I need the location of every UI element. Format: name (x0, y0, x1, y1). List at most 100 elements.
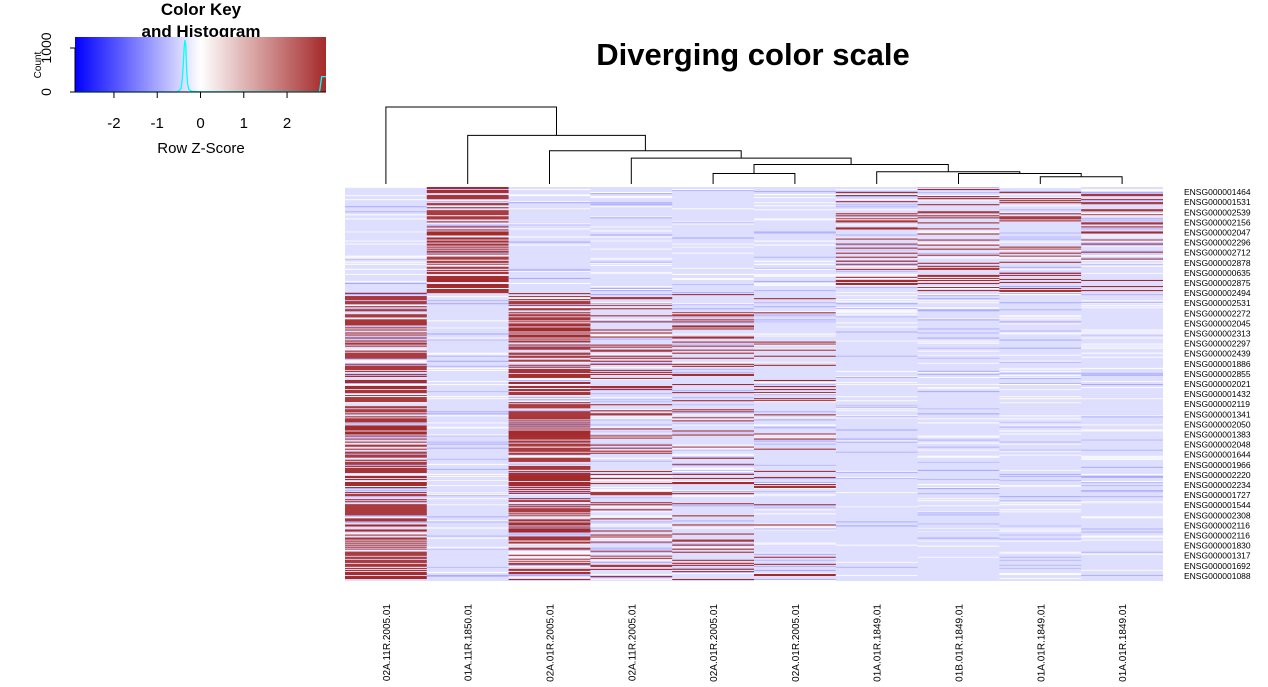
heatmap-body (345, 187, 1163, 582)
heatmap-cell (426, 443, 509, 445)
heatmap-cell (672, 430, 754, 432)
heatmap-cell (345, 496, 427, 498)
heatmap-cell (508, 318, 591, 320)
heatmap-cell (345, 298, 427, 300)
heatmap-cell (999, 418, 1082, 420)
heatmap-cell (345, 420, 427, 422)
heatmap-cell (1081, 190, 1163, 192)
heatmap-cell (590, 315, 673, 317)
heatmap-cell (917, 370, 1000, 372)
heatmap-cell (835, 370, 918, 372)
heatmap-cell (345, 447, 427, 449)
row-label: ENSG000002296 (1184, 238, 1251, 248)
heatmap-cell (754, 526, 836, 528)
heatmap-cell (835, 292, 918, 294)
heatmap-cell (345, 316, 427, 318)
row-label: ENSG000002439 (1184, 349, 1251, 359)
heatmap-cell (590, 578, 673, 581)
heatmap-cell (426, 479, 509, 482)
heatmap-cell (426, 266, 509, 268)
heatmap-cell (426, 458, 509, 460)
heatmap-cell (917, 286, 1000, 288)
heatmap-cell (835, 220, 918, 222)
heatmap-cell (345, 400, 427, 402)
heatmap-cell (917, 302, 1000, 304)
heatmap-cell (917, 456, 1000, 458)
heatmap-cell (345, 315, 427, 317)
heatmap-cell (345, 255, 427, 257)
heatmap-cell (754, 361, 836, 363)
heatmap-cell (999, 538, 1082, 540)
heatmap-cell (508, 558, 591, 560)
column-label: 01A.01R.1849.01 (873, 604, 884, 682)
heatmap-cell (426, 268, 509, 270)
heatmap-cell (1081, 496, 1163, 498)
dendrogram-branch (712, 173, 796, 184)
heatmap-cell (999, 261, 1082, 263)
heatmap-cell (1081, 345, 1163, 347)
heatmap-cell (590, 302, 673, 304)
heatmap-cell (999, 354, 1082, 356)
heatmap-cell (508, 543, 591, 545)
heatmap-cell (345, 366, 427, 368)
heatmap-cell (917, 215, 1000, 217)
heatmap-cell (345, 483, 427, 485)
heatmap-cell (917, 229, 1000, 231)
heatmap-cell (917, 252, 1000, 254)
heatmap-cell (345, 321, 427, 323)
heatmap-cell (590, 424, 673, 426)
heatmap-cell (590, 414, 673, 416)
color-key-x-tick-label: 2 (283, 115, 291, 132)
heatmap-cell (345, 515, 427, 517)
heatmap-cell (917, 298, 1000, 300)
heatmap-cell (999, 361, 1082, 363)
heatmap-cell (754, 573, 836, 575)
heatmap-cell (508, 444, 591, 446)
heatmap-cell (999, 496, 1082, 498)
heatmap-cell (754, 486, 836, 488)
heatmap-cell (672, 400, 754, 402)
heatmap-cell (1081, 215, 1163, 217)
heatmap-cell (672, 515, 754, 517)
heatmap-cell (345, 544, 427, 546)
heatmap-cell (345, 419, 427, 421)
heatmap-cell (835, 322, 918, 324)
heatmap-cell (590, 203, 673, 205)
heatmap-cell (345, 572, 427, 574)
heatmap-cell (508, 522, 591, 524)
heatmap-cell (754, 527, 836, 529)
heatmap-cell (835, 195, 918, 197)
heatmap-cell (999, 232, 1082, 234)
heatmap-cell (1081, 466, 1163, 468)
heatmap-cell (1081, 473, 1163, 475)
heatmap-cell (426, 189, 509, 191)
heatmap-cell (754, 348, 836, 350)
heatmap-cell (508, 412, 591, 414)
heatmap-cell (508, 491, 591, 493)
heatmap-cell (508, 538, 591, 540)
heatmap-cell (754, 524, 836, 526)
heatmap-cell (426, 535, 509, 537)
heatmap-cell (426, 300, 509, 302)
heatmap-cell (917, 357, 1000, 359)
color-key-title-line2: and Histogram (141, 22, 260, 41)
heatmap-cell (754, 400, 836, 402)
heatmap-cell (345, 314, 427, 316)
heatmap-cell (426, 216, 509, 218)
heatmap-cell (508, 293, 591, 295)
heatmap-cell (426, 468, 509, 470)
heatmap-cell (672, 404, 754, 406)
heatmap-cell (508, 571, 591, 573)
heatmap-cell (426, 225, 509, 227)
heatmap-cell (345, 308, 427, 310)
heatmap-cell (345, 390, 427, 392)
heatmap-cell (508, 374, 591, 376)
heatmap-cell (508, 540, 591, 542)
heatmap-cell (426, 566, 509, 568)
heatmap-cell (917, 228, 1000, 230)
heatmap-cell (917, 232, 1000, 234)
heatmap-cell (590, 206, 673, 208)
heatmap-cell (590, 378, 673, 381)
heatmap-cell (508, 348, 591, 350)
heatmap-cell (508, 343, 591, 345)
